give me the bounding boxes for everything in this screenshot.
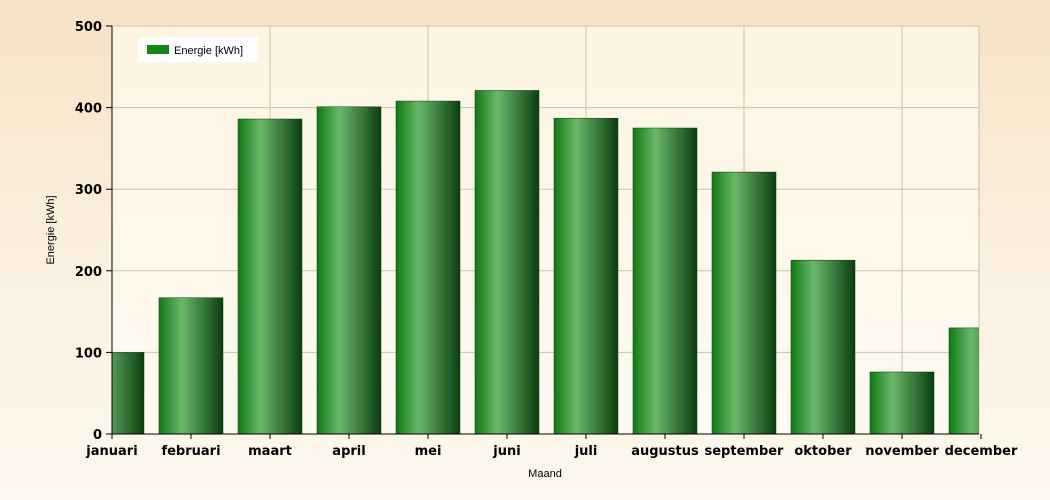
bar-april (316, 106, 382, 434)
bar-januari (112, 352, 145, 434)
bar-oktober (790, 259, 856, 434)
bar-december (948, 327, 979, 434)
y-tick-label: 100 (75, 346, 102, 361)
bar-augustus (632, 127, 698, 434)
legend: Energie [kWh] (138, 37, 258, 62)
bar-juli (553, 117, 619, 434)
x-tick-label: november (865, 444, 939, 459)
x-tick-label: februari (161, 444, 220, 459)
x-tick-labels: januari februari maart april mei juni juli augu… (85, 444, 1018, 459)
x-tick-label: mei (415, 444, 442, 459)
bars (112, 90, 979, 434)
x-tick-label: maart (248, 444, 292, 459)
x-tick-label: juni (492, 444, 520, 459)
x-tick-label: januari (85, 444, 137, 459)
y-tick-label: 300 (75, 183, 102, 198)
y-tick-label: 0 (93, 428, 102, 443)
legend-swatch (147, 45, 169, 54)
x-tick-label: augustus (631, 444, 699, 459)
bar-november (869, 371, 935, 434)
axes (106, 25, 982, 439)
bar-maart (237, 118, 303, 434)
x-tick-label: juli (574, 444, 598, 459)
bar-februari (158, 297, 224, 434)
y-tick-label: 500 (75, 20, 102, 35)
x-tick-label: april (332, 444, 365, 459)
y-tick-label: 200 (75, 265, 102, 280)
bar-september (711, 171, 777, 434)
x-tick-label: oktober (794, 444, 852, 459)
bar-juni (474, 90, 540, 434)
x-tick-label: september (705, 444, 785, 459)
x-axis-title: Maand (528, 468, 562, 480)
bar-mei (395, 100, 461, 434)
y-axis-title: Energie [kWh] (45, 195, 57, 264)
legend-label: Energie [kWh] (174, 45, 243, 57)
y-tick-labels: 0 100 200 300 400 500 (75, 20, 102, 443)
x-tick-label: december (945, 444, 1018, 459)
y-tick-label: 400 (75, 102, 102, 117)
